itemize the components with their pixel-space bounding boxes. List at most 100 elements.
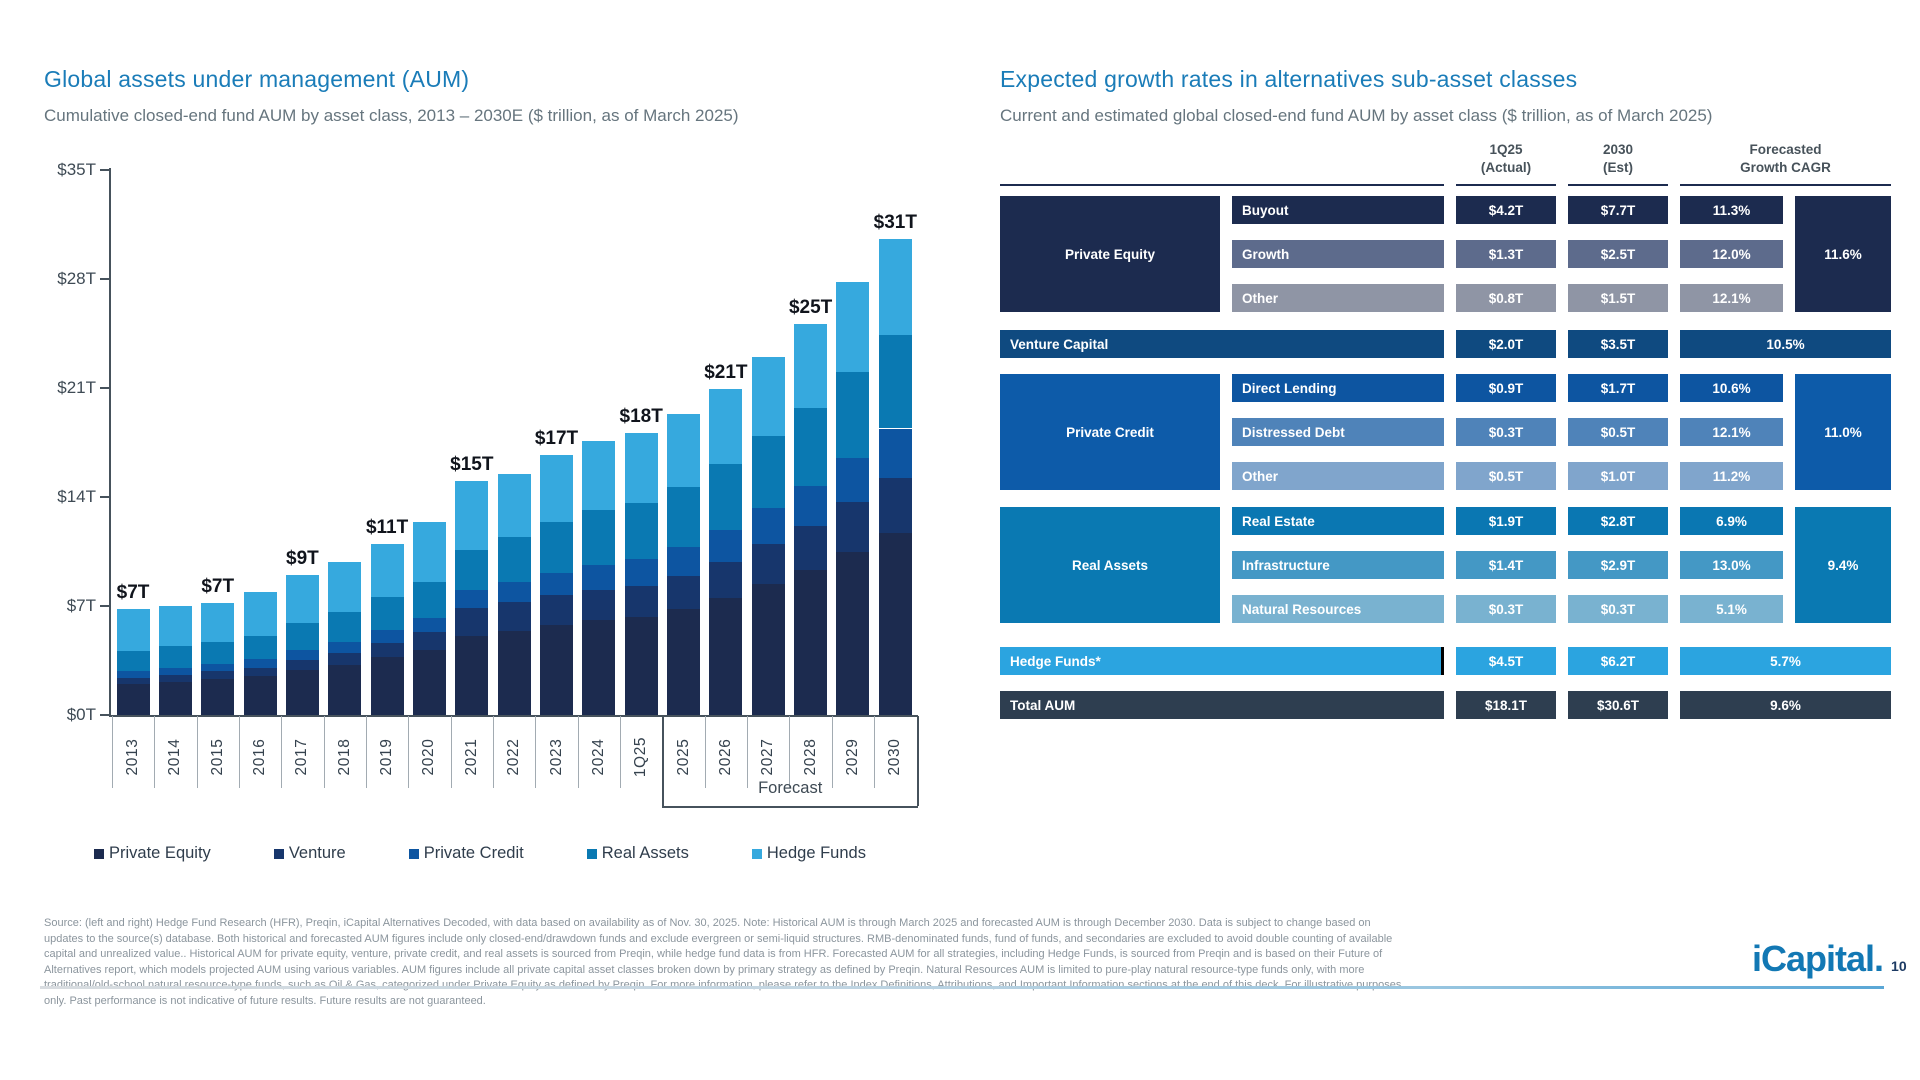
bar-segment-real-assets bbox=[540, 521, 573, 573]
page-number: 10 bbox=[1891, 958, 1907, 974]
bar-segment-venture bbox=[582, 589, 616, 621]
subrow-label-cell: Distressed Debt bbox=[1232, 418, 1444, 446]
x-label-separator bbox=[577, 716, 579, 788]
bar-segment-private-equity bbox=[540, 624, 573, 715]
table-column-header-line: Growth CAGR bbox=[1740, 160, 1831, 176]
bar-segment-real-assets bbox=[709, 464, 743, 530]
y-axis-tick-label: $0T bbox=[66, 705, 96, 724]
value-2030-cell: $1.7T bbox=[1568, 374, 1668, 402]
bar-segment-hedge-funds bbox=[878, 238, 912, 336]
cagr-cell: 11.2% bbox=[1680, 462, 1783, 490]
table-group-private-credit: Private Credit Direct Lending $0.9T $1.7T 10… bbox=[1000, 374, 1892, 490]
value-2030-cell: $30.6T bbox=[1568, 691, 1668, 719]
subrow-label-cell: Real Estate bbox=[1232, 507, 1444, 535]
y-axis-tick-mark bbox=[100, 605, 109, 607]
bar-segment-hedge-funds bbox=[836, 282, 870, 373]
bar-segment-private-equity bbox=[751, 584, 785, 715]
bar-segment-venture bbox=[328, 653, 362, 666]
cagr-cell: 5.1% bbox=[1680, 595, 1783, 623]
table-column-header: Forecasted Growth CAGR bbox=[1680, 141, 1891, 177]
bar-segment-hedge-funds bbox=[582, 440, 616, 511]
table-column-header: 1Q25 (Actual) bbox=[1456, 141, 1556, 177]
forecast-divider-line bbox=[662, 716, 665, 806]
bar-segment-venture bbox=[243, 667, 277, 677]
logo-row: iCapital. 10 bbox=[1752, 938, 1907, 980]
bar-segment-hedge-funds bbox=[370, 543, 404, 598]
bar-segment-private-credit bbox=[370, 630, 404, 644]
bar-segment-real-assets bbox=[412, 581, 446, 618]
group-label-cell: Private Equity bbox=[1000, 196, 1220, 312]
y-axis-tick-mark bbox=[100, 169, 109, 172]
bar-segment-private-credit bbox=[751, 507, 785, 544]
source-note: Source: (left and right) Hedge Fund Rese… bbox=[44, 917, 1401, 1008]
y-axis-tick-mark bbox=[100, 387, 109, 390]
bar-segment-private-credit bbox=[540, 572, 573, 596]
legend-swatch-icon bbox=[94, 848, 104, 859]
y-axis-tick-mark bbox=[100, 278, 109, 281]
bar-segment-private-credit bbox=[328, 641, 362, 654]
subrow-label-cell: Infrastructure bbox=[1232, 551, 1444, 579]
bar-segment-private-credit bbox=[794, 486, 828, 526]
x-label-separator bbox=[704, 716, 706, 788]
x-label-separator bbox=[365, 716, 367, 788]
value-1q25-cell: $4.5T bbox=[1456, 647, 1556, 675]
value-2030-cell: $7.7T bbox=[1568, 196, 1668, 224]
legend-swatch-icon bbox=[408, 848, 419, 859]
bar-segment-private-credit bbox=[455, 590, 489, 608]
bar-total-label: $9T bbox=[286, 547, 319, 569]
bar-segment-venture bbox=[497, 602, 531, 631]
row-label-cell: Total AUM bbox=[1000, 691, 1444, 719]
value-2030-cell: $2.8T bbox=[1568, 507, 1668, 535]
y-axis-tick-label: $28T bbox=[57, 269, 96, 289]
cagr-cell: 11.3% bbox=[1680, 196, 1783, 224]
y-axis-tick-label: $7T bbox=[66, 596, 96, 615]
bar-total-label: $21T bbox=[704, 361, 748, 383]
legend-item-real-assets: Real Assets bbox=[586, 844, 689, 863]
x-label-separator bbox=[874, 716, 876, 788]
table-row-total-aum: Total AUM $18.1T $30.6T 9.6% bbox=[1000, 691, 1892, 719]
x-label-separator bbox=[747, 716, 749, 788]
y-axis-line bbox=[109, 168, 111, 715]
bar-segment-private-equity bbox=[116, 683, 150, 715]
bar-segment-private-credit bbox=[243, 658, 277, 668]
bar-segment-private-equity bbox=[667, 609, 701, 715]
value-1q25-cell: $18.1T bbox=[1456, 691, 1556, 719]
bar-segment-real-assets bbox=[497, 536, 531, 582]
legend-item-venture: Venture bbox=[273, 844, 346, 863]
bar-segment-venture bbox=[836, 502, 870, 552]
cagr-cell: 12.1% bbox=[1680, 418, 1783, 446]
bar-total-label: $25T bbox=[788, 297, 833, 319]
x-label-separator bbox=[196, 716, 198, 788]
growth-table: Private Equity Buyout $4.2T $7.7T 11.3% Growt… bbox=[1000, 196, 1892, 719]
bar-segment-private-credit bbox=[667, 546, 701, 576]
y-axis-tick-label: $21T bbox=[57, 378, 96, 398]
subrow-label-cell: Other bbox=[1232, 284, 1444, 312]
bar-segment-real-assets bbox=[201, 641, 235, 664]
bar-segment-venture bbox=[116, 677, 150, 684]
legend-item-private-equity: Private Equity bbox=[94, 844, 211, 863]
subrow-label-cell: Direct Lending bbox=[1232, 374, 1444, 402]
value-2030-cell: $1.5T bbox=[1568, 284, 1668, 312]
bar-segment-venture bbox=[412, 632, 446, 650]
table-group-private-equity: Private Equity Buyout $4.2T $7.7T 11.3% Growt… bbox=[1000, 196, 1892, 312]
value-2030-cell: $1.0T bbox=[1568, 462, 1668, 490]
bar-segment-private-equity bbox=[455, 635, 489, 715]
bar-segment-hedge-funds bbox=[243, 591, 277, 636]
table-header-underline bbox=[1000, 184, 1444, 186]
bar-segment-private-equity bbox=[582, 620, 616, 715]
value-2030-cell: $6.2T bbox=[1568, 647, 1668, 675]
bar-segment-private-credit bbox=[412, 617, 446, 633]
bar-segment-private-equity bbox=[878, 532, 912, 715]
table-subtitle: Current and estimated global closed-end … bbox=[1000, 106, 1713, 125]
cagr-cell: 13.0% bbox=[1680, 551, 1783, 579]
bar-segment-venture bbox=[455, 607, 489, 636]
cagr-cell: 5.7% bbox=[1680, 647, 1891, 675]
bar-segment-venture bbox=[667, 575, 701, 610]
x-label-separator bbox=[408, 716, 410, 788]
chart-title: Global assets under management (AUM) bbox=[44, 66, 470, 92]
x-label-separator bbox=[535, 716, 537, 788]
bar-segment-hedge-funds bbox=[751, 356, 785, 437]
bar-segment-venture bbox=[370, 643, 404, 658]
bar-segment-private-equity bbox=[836, 551, 870, 715]
